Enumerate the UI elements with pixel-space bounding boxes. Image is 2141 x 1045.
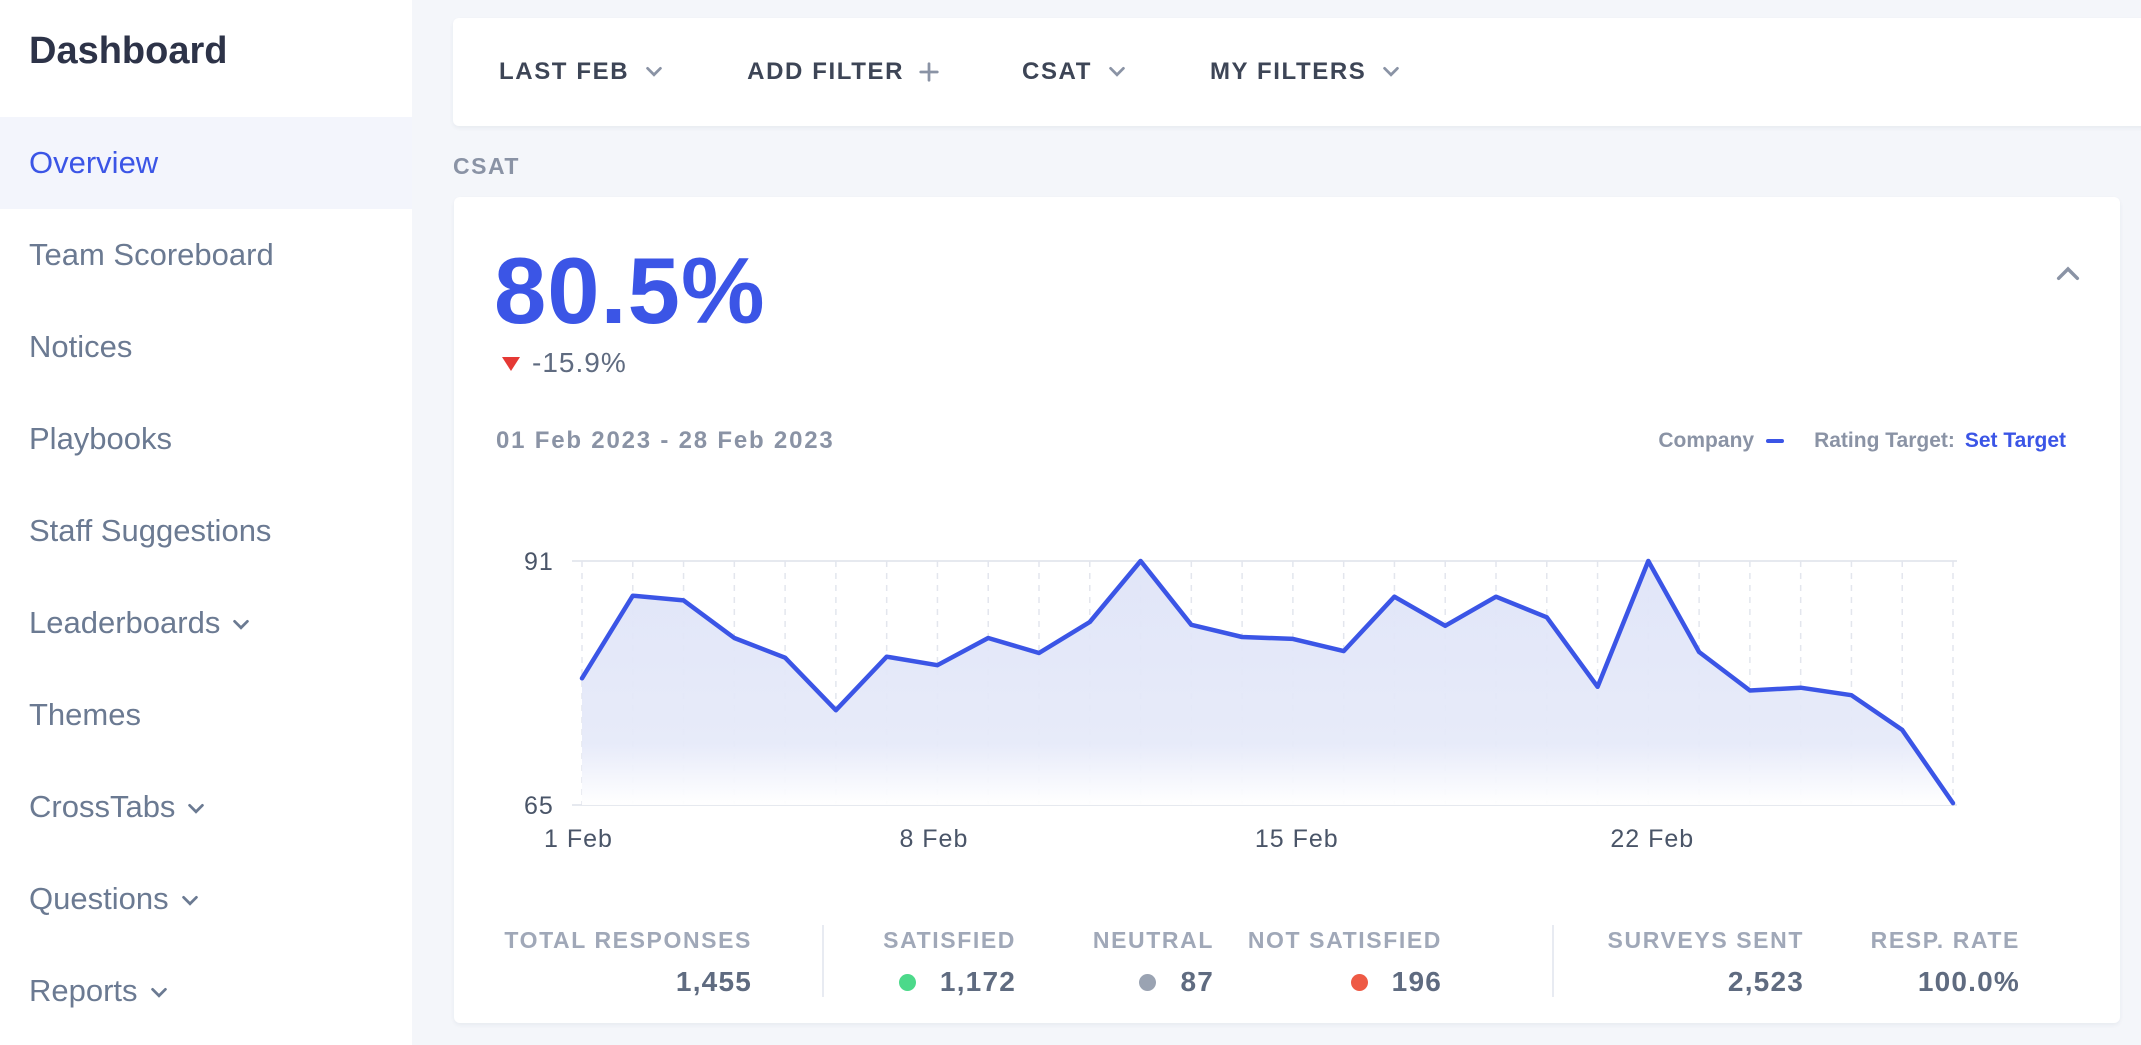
sidebar-item-label: Leaderboards <box>29 605 221 640</box>
sidebar-item-playbooks[interactable]: Playbooks <box>0 393 412 485</box>
x-tick-label: 1 Feb <box>544 825 613 853</box>
satisfied-dot <box>898 973 916 991</box>
chevron-down-icon <box>646 66 662 77</box>
chevron-down-icon <box>1109 66 1125 77</box>
sidebar-item-notices[interactable]: Notices <box>0 301 412 393</box>
stat-satisfied: SATISFIED 1,172 <box>834 927 1016 998</box>
chevron-down-icon <box>1383 66 1400 77</box>
sidebar-item-label: Overview <box>29 145 159 180</box>
csat-score: 80.5% <box>494 238 766 343</box>
stat-value-text: 87 <box>1180 966 1214 997</box>
sidebar-item-label: Team Scoreboard <box>29 237 274 272</box>
stat-value: 1,455 <box>454 966 752 998</box>
area-fill <box>582 561 1953 805</box>
stat-value: 196 <box>1234 966 1442 998</box>
metric-filter[interactable]: CSAT <box>1022 58 1128 86</box>
sidebar-item-label: CrossTabs <box>29 789 176 824</box>
sidebar-item-label: Questions <box>29 881 169 916</box>
stat-value-text: 1,172 <box>939 966 1016 997</box>
score-change-value: -15.9% <box>532 347 627 378</box>
chart-legend: Company Rating Target: Set Target <box>1658 429 2066 453</box>
chevron-down-icon <box>150 987 167 998</box>
chevron-down-icon <box>188 803 205 814</box>
app-title: Dashboard <box>29 30 228 72</box>
stat-label: SURVEYS SENT <box>1607 927 1804 953</box>
x-tick-label: 22 Feb <box>1610 825 1694 853</box>
score-change: -15.9% <box>502 347 627 379</box>
stat-label: NEUTRAL <box>1092 927 1214 953</box>
stat-label: NOT SATISFIED <box>1247 927 1442 953</box>
not-satisfied-dot <box>1350 973 1368 991</box>
date-range: 01 Feb 2023 - 28 Feb 2023 <box>496 427 835 454</box>
add-filter-button[interactable]: ADD FILTER <box>747 58 940 86</box>
stat-value: 2,523 <box>1604 966 1804 998</box>
sidebar-item-crosstabs[interactable]: CrossTabs <box>0 761 412 853</box>
sidebar-item-label: Themes <box>29 697 141 732</box>
sidebar-item-staff-suggestions[interactable]: Staff Suggestions <box>0 485 412 577</box>
stat-total-responses: TOTAL RESPONSES 1,455 <box>454 927 752 998</box>
stats-divider <box>1552 925 1554 997</box>
stat-value: 100.0% <box>1844 966 2020 998</box>
chevron-up-icon[interactable] <box>2052 257 2084 289</box>
filter-label: ADD FILTER <box>747 58 905 85</box>
csat-card: 80.5% -15.9% 01 Feb 2023 - 28 Feb 2023 C… <box>454 197 2120 1023</box>
stat-label: TOTAL RESPONSES <box>504 927 752 953</box>
stat-label: RESP. RATE <box>1870 927 2020 953</box>
x-tick-label: 15 Feb <box>1255 825 1339 853</box>
rating-target-label: Rating Target: <box>1814 429 1955 452</box>
csat-line-chart: 91 65 1 Feb 8 Feb 15 Feb 22 Feb <box>524 548 1957 853</box>
legend-line-swatch <box>1766 439 1785 443</box>
stats-divider <box>822 925 824 997</box>
sidebar-item-themes[interactable]: Themes <box>0 669 412 761</box>
period-filter[interactable]: LAST FEB <box>499 58 665 86</box>
stat-value: 87 <box>1054 966 1214 998</box>
y-tick-label: 91 <box>524 548 554 576</box>
stat-label: SATISFIED <box>883 927 1016 953</box>
filter-bar: LAST FEB ADD FILTER CSAT MY FILTERS <box>453 18 2141 126</box>
y-tick-label: 65 <box>524 792 554 820</box>
x-tick-label: 8 Feb <box>899 825 968 853</box>
stat-surveys-sent: SURVEYS SENT 2,523 <box>1604 927 1804 998</box>
stat-value-text: 196 <box>1391 966 1442 997</box>
set-target-link[interactable]: Set Target <box>1964 429 2066 452</box>
legend-company: Company <box>1658 429 1755 452</box>
sidebar-item-team-scoreboard[interactable]: Team Scoreboard <box>0 209 412 301</box>
chevron-down-icon <box>181 895 198 906</box>
stat-value: 1,172 <box>834 966 1016 998</box>
sidebar-item-questions[interactable]: Questions <box>0 853 412 945</box>
filter-label: MY FILTERS <box>1209 58 1367 85</box>
sidebar-item-label: Staff Suggestions <box>29 513 272 548</box>
down-triangle-icon <box>502 357 520 371</box>
section-label: CSAT <box>453 153 520 179</box>
plus-icon <box>919 62 939 82</box>
stat-not-satisfied: NOT SATISFIED 196 <box>1234 927 1442 998</box>
sidebar-item-leaderboards[interactable]: Leaderboards <box>0 577 412 669</box>
sidebar: Dashboard Overview Team Scoreboard Notic… <box>0 0 412 1045</box>
stat-value-text: 2,523 <box>1727 966 1804 997</box>
sidebar-item-label: Notices <box>29 329 133 364</box>
sidebar-item-label: Reports <box>29 973 138 1008</box>
neutral-dot <box>1139 973 1157 991</box>
sidebar-item-label: Playbooks <box>29 421 173 456</box>
filter-label: LAST FEB <box>499 58 630 85</box>
sidebar-item-reports[interactable]: Reports <box>0 945 412 1037</box>
sidebar-nav: Overview Team Scoreboard Notices Playboo… <box>0 117 412 1037</box>
series-line-company <box>579 558 1956 806</box>
sidebar-item-overview[interactable]: Overview <box>0 117 412 209</box>
filter-label: CSAT <box>1022 58 1092 85</box>
stat-neutral: NEUTRAL 87 <box>1054 927 1214 998</box>
stat-value-text: 1,455 <box>675 966 752 997</box>
chevron-down-icon <box>233 619 250 630</box>
my-filters-dropdown[interactable]: MY FILTERS <box>1210 58 1402 86</box>
stat-resp-rate: RESP. RATE 100.0% <box>1844 927 2020 998</box>
stat-value-text: 100.0% <box>1917 966 2020 997</box>
